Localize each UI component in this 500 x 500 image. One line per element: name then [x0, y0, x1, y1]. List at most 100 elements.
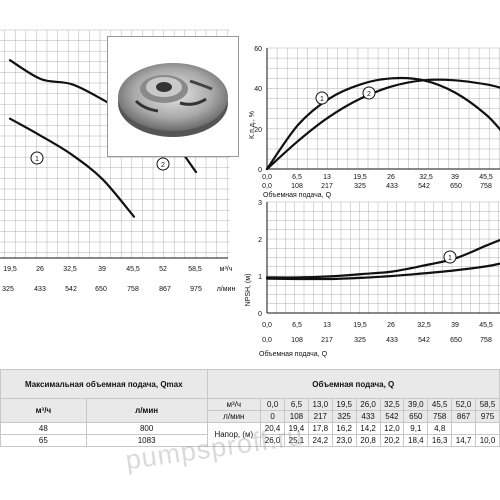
eff-xlabel: Объемная подача, Q [263, 191, 332, 199]
q-value: 32,5 [379, 398, 405, 411]
lmax-cell: 1083 [85, 434, 208, 447]
npsh-xtick-q-2: 13 [323, 322, 331, 329]
npsh-xtick-q-4: 26 [387, 322, 395, 329]
head-cell: 26,0 [260, 434, 286, 447]
q-value: 52,0 [451, 398, 477, 411]
head-xtick-l-3: 650 [95, 286, 107, 293]
q-value: 58,5 [475, 398, 500, 411]
qmax-unit-q: м³/ч [0, 398, 87, 423]
eff-xtick-q-4: 26 [387, 174, 395, 181]
q-value: 45,5 [427, 398, 453, 411]
npsh-ylabel: NPSH, (м) [245, 274, 252, 307]
head-xtick-q-3: 39 [98, 266, 106, 273]
table-row: 48 800 Напор, (м) 20,4 19,4 17,8 16,2 14… [0, 422, 500, 447]
head-cell: 9,1 [403, 422, 429, 435]
npsh-xtick-l-0: 0,0 [262, 337, 272, 344]
head-cell: 16,3 [427, 434, 453, 447]
l-value: 975 [475, 410, 500, 423]
eff-xtick-l-7: 758 [480, 183, 492, 190]
npsh-chart-curves [265, 238, 500, 281]
eff-marker-2-label: 2 [367, 91, 371, 98]
eff-xtick-l-6: 650 [450, 183, 462, 190]
npsh-chart-grid [266, 201, 500, 314]
eff-ylabel: К.п.д., % [249, 111, 256, 139]
head-cell: 14,2 [355, 422, 381, 435]
eff-xtick-q-0: 0,0 [262, 174, 272, 181]
head-cell: 25,1 [284, 434, 309, 447]
eff-xtick-q-1: 6,5 [292, 174, 302, 181]
impeller-photo [107, 36, 239, 157]
npsh-series-2 [265, 262, 500, 281]
npsh-series-1 [265, 238, 500, 279]
eff-xtick-q-3: 19,5 [353, 174, 367, 181]
head-marker-1: 1 [30, 151, 44, 165]
head-cell: 24,2 [307, 434, 333, 447]
npsh-xtick-q-3: 19,5 [353, 322, 367, 329]
eff-marker-2: 2 [362, 86, 376, 100]
head-marker-1-label: 1 [35, 156, 39, 163]
l-value: 108 [284, 410, 309, 423]
head-cell: 18,4 [403, 434, 429, 447]
efficiency-chart-curves [265, 76, 500, 171]
q-value: 26,0 [355, 398, 381, 411]
l-value: 433 [355, 410, 381, 423]
q-value: 0,0 [260, 398, 286, 411]
head-cell: 20,2 [379, 434, 405, 447]
eff-xtick-q-6: 39 [451, 174, 459, 181]
eff-xtick-l-1: 108 [291, 183, 303, 190]
l-value: 325 [331, 410, 357, 423]
qmax-cell: 65 [0, 434, 87, 447]
flow-header: Объемная подача, Q [206, 369, 500, 399]
npsh-xtick-q-1: 6,5 [292, 322, 302, 329]
head-label: Напор, (м) [206, 422, 262, 447]
head-marker-2-label: 2 [161, 162, 165, 169]
lmax-cell: 800 [85, 422, 208, 435]
l-value: 542 [379, 410, 405, 423]
eff-ytick-1: 20 [254, 127, 262, 134]
head-cell: 4,8 [427, 422, 453, 435]
row-unit-q: м³/ч [206, 398, 262, 411]
eff-ytick-0: 0 [258, 167, 262, 174]
l-value: 758 [427, 410, 453, 423]
row-unit-l: л/мин [206, 410, 262, 423]
l-value: 650 [403, 410, 429, 423]
qmax-unit-l: л/мин [85, 398, 208, 423]
head-series-1 [8, 117, 136, 218]
head-xtick-q-0: 19,5 [3, 266, 17, 273]
q-value: 13,0 [307, 398, 333, 411]
eff-xtick-q-7: 45,5 [479, 174, 493, 181]
eff-xtick-l-5: 542 [418, 183, 430, 190]
head-xtick-l-0: 325 [2, 286, 14, 293]
npsh-xtick-l-6: 650 [450, 337, 462, 344]
npsh-ytick-1: 1 [258, 274, 262, 281]
head-xtick-q-6: 58,5 [188, 266, 202, 273]
head-xtick-l-6: 975 [190, 286, 202, 293]
eff-series-1 [265, 76, 500, 171]
charts-svg: 19,5 26 32,5 39 45,5 52 58,5 м³/ч 325 43… [0, 29, 500, 358]
l-value: 867 [451, 410, 477, 423]
head-xtick-q-5: 52 [159, 266, 167, 273]
npsh-marker-1: 1 [443, 250, 457, 264]
eff-ytick-2: 40 [254, 86, 262, 93]
head-cell: 23,0 [331, 434, 357, 447]
head-cell: 12,0 [379, 422, 405, 435]
head-cell: 16,2 [331, 422, 357, 435]
npsh-xtick-l-1: 108 [291, 337, 303, 344]
npsh-xtick-q-7: 45,5 [479, 322, 493, 329]
npsh-ytick-3: 3 [258, 200, 262, 207]
eff-xtick-l-4: 433 [386, 183, 398, 190]
q-value: 6,5 [284, 398, 309, 411]
eff-xtick-l-2: 217 [321, 183, 333, 190]
head-xunit-l: л/мин [217, 286, 236, 293]
head-xtick-l-1: 433 [34, 286, 46, 293]
head-xtick-l-5: 867 [159, 286, 171, 293]
head-xtick-l-2: 542 [65, 286, 77, 293]
eff-ytick-3: 60 [254, 46, 262, 53]
npsh-xtick-l-2: 217 [321, 337, 333, 344]
eff-xtick-l-3: 325 [354, 183, 366, 190]
eff-marker-1: 1 [315, 91, 329, 105]
l-value: 217 [307, 410, 333, 423]
npsh-xtick-q-0: 0,0 [262, 322, 272, 329]
head-cell [451, 422, 477, 435]
head-cell [475, 422, 500, 435]
